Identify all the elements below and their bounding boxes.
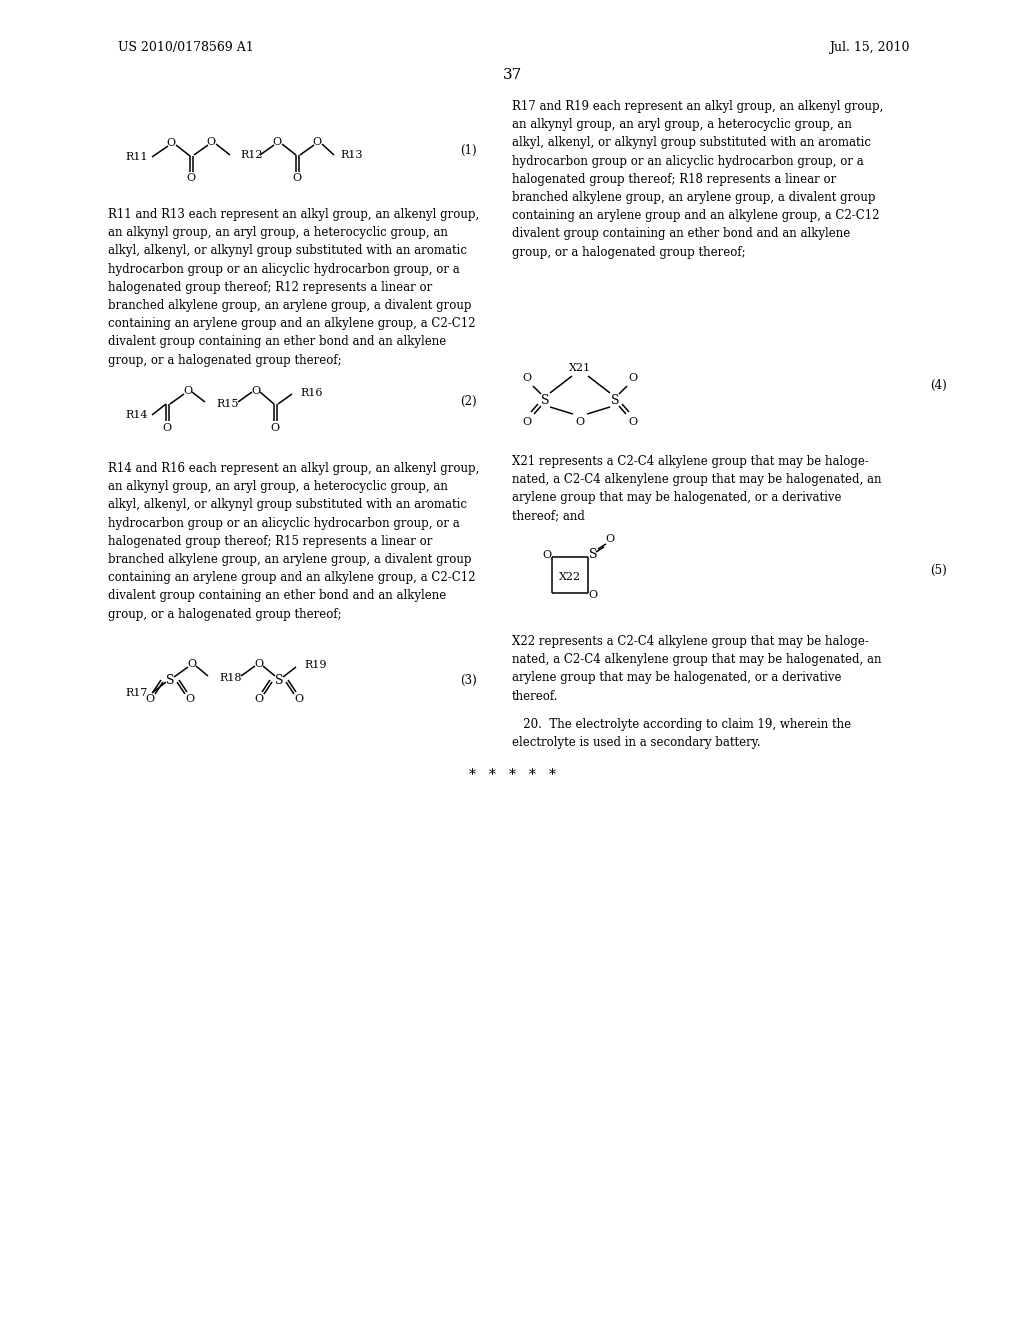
Text: R12: R12 [240, 150, 262, 160]
Text: O: O [295, 694, 303, 704]
Text: S: S [589, 549, 597, 561]
Text: (2): (2) [460, 395, 476, 408]
Text: O: O [254, 694, 263, 704]
Text: O: O [207, 137, 216, 147]
Text: R16: R16 [300, 388, 323, 399]
Text: (4): (4) [930, 379, 947, 392]
Text: X22 represents a C2-C4 alkylene group that may be haloge-
nated, a C2-C4 alkenyl: X22 represents a C2-C4 alkylene group th… [512, 635, 882, 702]
Text: O: O [629, 417, 638, 426]
Text: R14 and R16 each represent an alkyl group, an alkenyl group,
an alkynyl group, a: R14 and R16 each represent an alkyl grou… [108, 462, 479, 620]
Text: O: O [543, 550, 552, 560]
Text: Jul. 15, 2010: Jul. 15, 2010 [829, 41, 910, 54]
Text: 37: 37 [503, 69, 521, 82]
Text: R15: R15 [216, 399, 239, 409]
Text: O: O [163, 422, 172, 433]
Text: O: O [272, 137, 282, 147]
Text: X22: X22 [559, 572, 581, 582]
Text: R17: R17 [126, 688, 148, 698]
Text: O: O [187, 659, 197, 669]
Text: R11: R11 [126, 152, 148, 162]
Text: S: S [541, 393, 549, 407]
Text: *   *   *   *   *: * * * * * [469, 768, 555, 781]
Text: R18: R18 [219, 673, 242, 682]
Text: O: O [575, 417, 585, 426]
Text: X21 represents a C2-C4 alkylene group that may be haloge-
nated, a C2-C4 alkenyl: X21 represents a C2-C4 alkylene group th… [512, 455, 882, 523]
Text: O: O [605, 535, 614, 544]
Text: O: O [522, 374, 531, 383]
Text: R17 and R19 each represent an alkyl group, an alkenyl group,
an alkynyl group, a: R17 and R19 each represent an alkyl grou… [512, 100, 884, 259]
Text: O: O [589, 590, 598, 601]
Text: S: S [274, 673, 284, 686]
Text: O: O [254, 659, 263, 669]
Text: O: O [185, 694, 195, 704]
Text: O: O [183, 385, 193, 396]
Text: S: S [166, 673, 174, 686]
Text: (3): (3) [460, 673, 477, 686]
Text: X21: X21 [569, 363, 591, 374]
Text: 20.  The electrolyte according to claim 19, wherein the
electrolyte is used in a: 20. The electrolyte according to claim 1… [512, 718, 851, 750]
Text: S: S [610, 393, 620, 407]
Text: R19: R19 [304, 660, 327, 671]
Text: O: O [186, 173, 196, 183]
Text: R14: R14 [126, 411, 148, 420]
Text: O: O [312, 137, 322, 147]
Text: R13: R13 [340, 150, 362, 160]
Text: O: O [522, 417, 531, 426]
Text: (5): (5) [930, 564, 947, 577]
Text: (1): (1) [460, 144, 476, 157]
Text: O: O [270, 422, 280, 433]
Text: O: O [145, 694, 155, 704]
Text: O: O [629, 374, 638, 383]
Text: O: O [293, 173, 301, 183]
Text: US 2010/0178569 A1: US 2010/0178569 A1 [118, 41, 254, 54]
Text: O: O [252, 385, 260, 396]
Text: O: O [167, 139, 175, 148]
Text: R11 and R13 each represent an alkyl group, an alkenyl group,
an alkynyl group, a: R11 and R13 each represent an alkyl grou… [108, 209, 479, 367]
